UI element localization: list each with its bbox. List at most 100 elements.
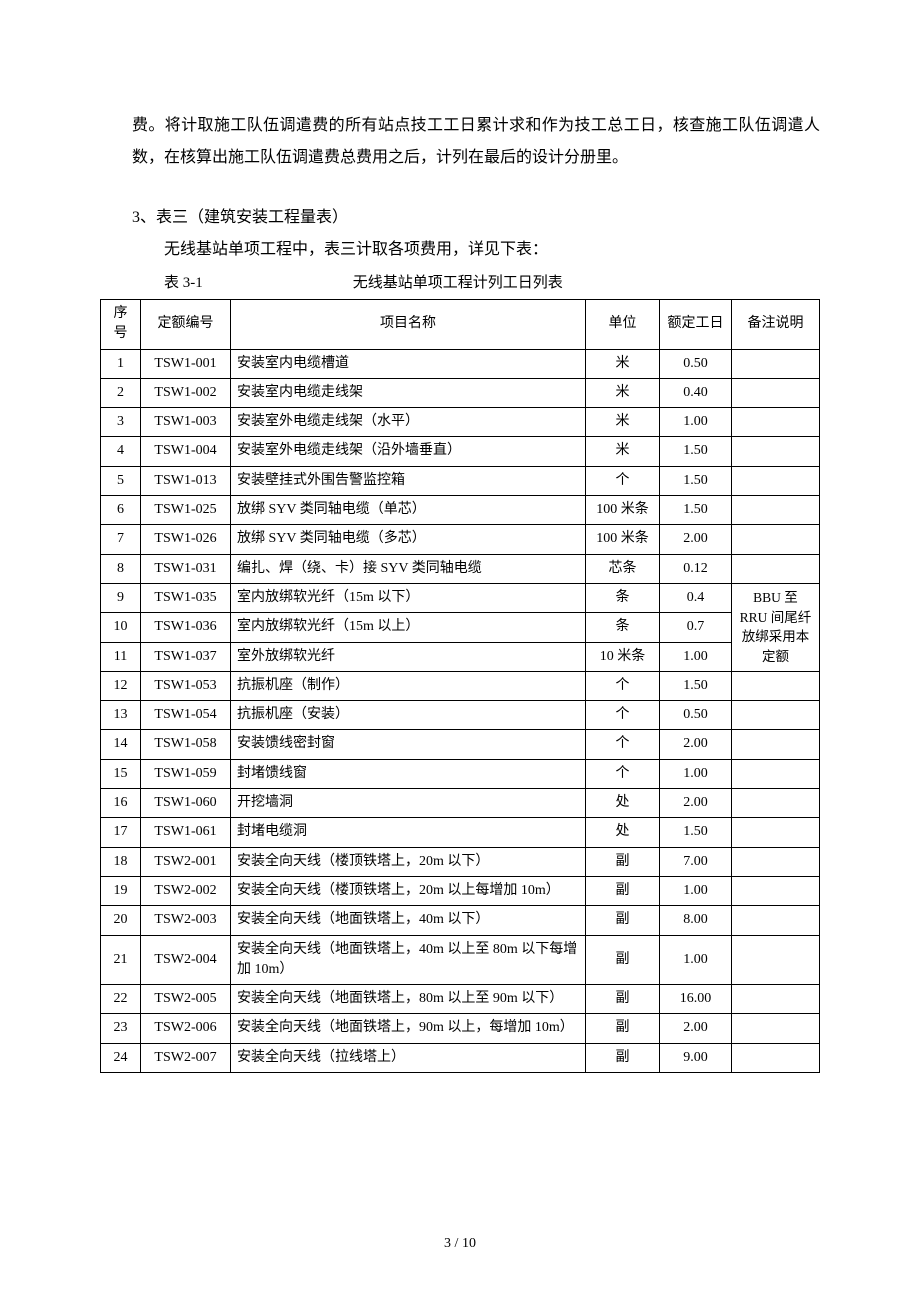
- cell-name: 安装室内电缆走线架: [231, 378, 586, 407]
- th-unit: 单位: [586, 300, 660, 350]
- cell-code: TSW1-037: [141, 642, 231, 671]
- table-row: 13TSW1-054抗振机座（安装）个0.50: [101, 701, 820, 730]
- cell-name: 室外放绑软光纤: [231, 642, 586, 671]
- cell-code: TSW2-007: [141, 1043, 231, 1072]
- cell-note: [732, 554, 820, 583]
- cell-seq: 12: [101, 671, 141, 700]
- table-row: 2TSW1-002安装室内电缆走线架米0.40: [101, 378, 820, 407]
- cell-code: TSW1-035: [141, 583, 231, 612]
- cell-rate: 1.50: [660, 466, 732, 495]
- cell-seq: 8: [101, 554, 141, 583]
- cell-rate: 1.50: [660, 437, 732, 466]
- cell-code: TSW2-004: [141, 935, 231, 985]
- cell-rate: 9.00: [660, 1043, 732, 1072]
- cell-unit: 米: [586, 408, 660, 437]
- cell-code: TSW1-061: [141, 818, 231, 847]
- cell-rate: 0.50: [660, 349, 732, 378]
- th-code: 定额编号: [141, 300, 231, 350]
- cell-seq: 11: [101, 642, 141, 671]
- cell-rate: 2.00: [660, 1014, 732, 1043]
- section-subtext: 无线基站单项工程中，表三计取各项费用，详见下表：: [100, 234, 820, 266]
- cell-unit: 条: [586, 613, 660, 642]
- intro-paragraph: 费。将计取施工队伍调遣费的所有站点技工工日累计求和作为技工总工日，核查施工队伍调…: [100, 110, 820, 174]
- table-row: 3TSW1-003安装室外电缆走线架（水平）米1.00: [101, 408, 820, 437]
- cell-seq: 3: [101, 408, 141, 437]
- cell-rate: 1.50: [660, 818, 732, 847]
- cell-seq: 19: [101, 876, 141, 905]
- table-row: 7TSW1-026放绑 SYV 类同轴电缆（多芯）100 米条2.00: [101, 525, 820, 554]
- cell-name: 放绑 SYV 类同轴电缆（多芯）: [231, 525, 586, 554]
- cell-seq: 6: [101, 496, 141, 525]
- cell-note: [732, 496, 820, 525]
- cell-rate: 1.50: [660, 496, 732, 525]
- cell-name: 放绑 SYV 类同轴电缆（单芯）: [231, 496, 586, 525]
- cell-seq: 13: [101, 701, 141, 730]
- cell-unit: 个: [586, 671, 660, 700]
- table-row: 4TSW1-004安装室外电缆走线架（沿外墙垂直）米1.50: [101, 437, 820, 466]
- cell-rate: 8.00: [660, 906, 732, 935]
- cell-rate: 0.12: [660, 554, 732, 583]
- cell-rate: 0.40: [660, 378, 732, 407]
- cell-seq: 2: [101, 378, 141, 407]
- cell-name: 安装室外电缆走线架（水平）: [231, 408, 586, 437]
- cell-seq: 18: [101, 847, 141, 876]
- cell-unit: 个: [586, 759, 660, 788]
- cell-code: TSW2-001: [141, 847, 231, 876]
- cell-code: TSW1-004: [141, 437, 231, 466]
- cell-note: [732, 437, 820, 466]
- cell-note: [732, 671, 820, 700]
- table-row: 5TSW1-013安装壁挂式外围告警监控箱个1.50: [101, 466, 820, 495]
- cell-name: 安装馈线密封窗: [231, 730, 586, 759]
- cell-name: 封堵电缆洞: [231, 818, 586, 847]
- page-sep: /: [451, 1236, 462, 1251]
- cell-code: TSW1-026: [141, 525, 231, 554]
- cell-rate: 7.00: [660, 847, 732, 876]
- cell-code: TSW1-001: [141, 349, 231, 378]
- table-row: 8TSW1-031编扎、焊（绕、卡）接 SYV 类同轴电缆芯条0.12: [101, 554, 820, 583]
- cell-seq: 5: [101, 466, 141, 495]
- cell-name: 安装全向天线（地面铁塔上，90m 以上，每增加 10m）: [231, 1014, 586, 1043]
- cell-code: TSW1-054: [141, 701, 231, 730]
- cell-name: 安装全向天线（拉线塔上）: [231, 1043, 586, 1072]
- cell-unit: 个: [586, 466, 660, 495]
- cell-code: TSW1-036: [141, 613, 231, 642]
- cell-seq: 20: [101, 906, 141, 935]
- cell-name: 封堵馈线窗: [231, 759, 586, 788]
- cell-code: TSW1-003: [141, 408, 231, 437]
- cell-rate: 0.7: [660, 613, 732, 642]
- cell-seq: 4: [101, 437, 141, 466]
- cell-unit: 副: [586, 876, 660, 905]
- table-row: 9TSW1-035室内放绑软光纤（15m 以下）条0.4BBU 至 RRU 间尾…: [101, 583, 820, 612]
- cell-name: 抗振机座（安装）: [231, 701, 586, 730]
- th-name: 项目名称: [231, 300, 586, 350]
- cell-name: 安装壁挂式外围告警监控箱: [231, 466, 586, 495]
- cell-rate: 0.50: [660, 701, 732, 730]
- th-seq: 序号: [101, 300, 141, 350]
- cell-unit: 副: [586, 1043, 660, 1072]
- cell-name: 安装全向天线（地面铁塔上，40m 以上至 80m 以下每增加 10m）: [231, 935, 586, 985]
- cell-note: [732, 349, 820, 378]
- section-heading: 3、表三（建筑安装工程量表）: [100, 202, 820, 234]
- cell-seq: 14: [101, 730, 141, 759]
- table-row: 20TSW2-003安装全向天线（地面铁塔上，40m 以下）副8.00: [101, 906, 820, 935]
- table-row: 18TSW2-001安装全向天线（楼顶铁塔上，20m 以下）副7.00: [101, 847, 820, 876]
- cell-unit: 个: [586, 730, 660, 759]
- cell-rate: 1.00: [660, 642, 732, 671]
- cell-seq: 23: [101, 1014, 141, 1043]
- cell-note: [732, 1043, 820, 1072]
- page-current: 3: [444, 1236, 451, 1251]
- table-row: 23TSW2-006安装全向天线（地面铁塔上，90m 以上，每增加 10m）副2…: [101, 1014, 820, 1043]
- cell-note: [732, 466, 820, 495]
- table-row: 14TSW1-058安装馈线密封窗个2.00: [101, 730, 820, 759]
- table-row: 16TSW1-060开挖墙洞处2.00: [101, 789, 820, 818]
- cell-unit: 芯条: [586, 554, 660, 583]
- table-caption-title: 无线基站单项工程计列工日列表: [353, 270, 563, 297]
- cell-code: TSW1-013: [141, 466, 231, 495]
- cell-note: [732, 759, 820, 788]
- cell-code: TSW1-002: [141, 378, 231, 407]
- table-row: 17TSW1-061封堵电缆洞处1.50: [101, 818, 820, 847]
- cell-unit: 10 米条: [586, 642, 660, 671]
- table-caption-number: 表 3-1: [164, 270, 203, 297]
- cell-name: 室内放绑软光纤（15m 以下）: [231, 583, 586, 612]
- table-row: 10TSW1-036室内放绑软光纤（15m 以上）条0.7: [101, 613, 820, 642]
